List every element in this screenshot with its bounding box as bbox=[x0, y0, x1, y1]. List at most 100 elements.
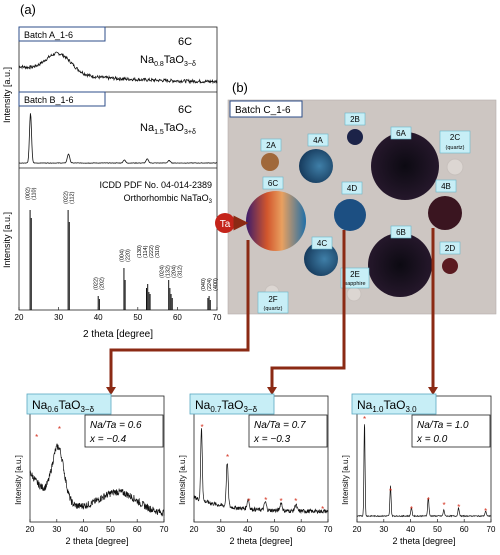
peak-marker: * bbox=[58, 425, 61, 434]
peak-marker: * bbox=[264, 496, 267, 505]
spot-label-2f: 2F bbox=[268, 295, 277, 304]
panel-a-xlabel: 2 theta [degree] bbox=[83, 329, 153, 340]
spot-label-4a: 4A bbox=[313, 136, 323, 145]
spot-label-2a: 2A bbox=[266, 141, 276, 150]
x-tick-label: 40 bbox=[94, 313, 103, 322]
spot-label-2f-sub: (quartz) bbox=[264, 306, 283, 312]
reference-line1: ICDD PDF No. 04-014-2389 bbox=[99, 180, 212, 190]
bottom-plot-2: Na0.7TaO3−δ Na/Ta = 0.7 x = −0.3 Intensi… bbox=[178, 394, 333, 546]
spot-label-2e: 2E bbox=[350, 270, 360, 279]
batch-a-sample: 6C bbox=[178, 36, 192, 48]
reference-peak-label: (110) bbox=[32, 187, 38, 200]
x-tick-label: 70 bbox=[160, 525, 169, 534]
reference-peak-label: (220) bbox=[125, 249, 131, 262]
x-tick-label: 30 bbox=[54, 313, 63, 322]
panel-a-label: (a) bbox=[20, 2, 36, 17]
peak-marker: * bbox=[280, 497, 283, 506]
bottom-2-ylabel: Intensity [a.u.] bbox=[178, 455, 187, 505]
bottom-2-x: x = −0.3 bbox=[253, 434, 291, 445]
spot-label-2c: 2C bbox=[450, 133, 460, 142]
spot-label-6a: 6A bbox=[396, 129, 406, 138]
peak-marker: * bbox=[35, 433, 38, 442]
reference-peak-label: (400) bbox=[213, 278, 219, 291]
x-tick-label: 20 bbox=[26, 525, 35, 534]
x-tick-label: 70 bbox=[487, 525, 496, 534]
peak-marker: * bbox=[410, 505, 413, 514]
spot-label-6c: 6C bbox=[268, 179, 278, 188]
x-tick-label: 30 bbox=[52, 525, 61, 534]
bottom-plot-1: Na0.6TaO3−δ Na/Ta = 0.6 x = −0.4 Intensi… bbox=[14, 394, 169, 546]
batch-b-tag-text: Batch B_1-6 bbox=[24, 95, 74, 105]
bottom-1-ratio: Na/Ta = 0.6 bbox=[90, 420, 142, 431]
reference-peak-label: (310) bbox=[155, 245, 161, 258]
peak-marker: * bbox=[363, 415, 366, 424]
spot-label-4b: 4B bbox=[441, 182, 451, 191]
spot-label-2c-sub: (quartz) bbox=[446, 145, 465, 151]
panel-a-ylabel-bottom: Intensity [a.u.] bbox=[2, 212, 12, 268]
spot-4a bbox=[299, 149, 333, 183]
spot-2a bbox=[261, 153, 279, 171]
spot-label-2d: 2D bbox=[445, 244, 455, 253]
batch-c-tag-text: Batch C_1-6 bbox=[235, 105, 291, 116]
spot-4d bbox=[334, 199, 366, 231]
spot-2c bbox=[447, 159, 463, 175]
x-tick-label: 70 bbox=[324, 525, 333, 534]
batch-a-tag-text: Batch A_1-6 bbox=[24, 30, 73, 40]
spot-label-4c: 4C bbox=[317, 239, 327, 248]
x-tick-label: 30 bbox=[216, 525, 225, 534]
peak-marker: * bbox=[484, 507, 487, 516]
spot-2e bbox=[347, 287, 361, 301]
bottom-2-xlabel: 2 theta [degree] bbox=[229, 536, 292, 546]
bottom-3-x: x = 0.0 bbox=[416, 434, 448, 445]
x-tick-label: 50 bbox=[270, 525, 279, 534]
panel-b-label: (b) bbox=[232, 80, 248, 95]
spot-2d bbox=[442, 258, 458, 274]
x-tick-label: 30 bbox=[379, 525, 388, 534]
x-tick-label: 60 bbox=[173, 313, 182, 322]
x-tick-label: 20 bbox=[15, 313, 24, 322]
x-tick-label: 60 bbox=[460, 525, 469, 534]
bottom-3-ylabel: Intensity [a.u.] bbox=[341, 455, 350, 505]
x-tick-label: 40 bbox=[243, 525, 252, 534]
x-tick-label: 50 bbox=[433, 525, 442, 534]
spot-4b bbox=[428, 196, 462, 230]
x-tick-label: 40 bbox=[79, 525, 88, 534]
spot-label-6b: 6B bbox=[396, 228, 406, 237]
spot-6a bbox=[371, 132, 439, 200]
spot-label-4d: 4D bbox=[347, 184, 357, 193]
reference-peak-label: (312) bbox=[177, 265, 183, 278]
x-tick-label: 70 bbox=[213, 313, 222, 322]
reference-peak-label: (112) bbox=[70, 191, 76, 204]
peak-marker: * bbox=[200, 423, 203, 432]
bottom-1-ylabel: Intensity [a.u.] bbox=[14, 455, 23, 505]
spot-label-2b: 2B bbox=[350, 115, 360, 124]
bottom-plot-3: Na1.0TaO3.0 Na/Ta = 1.0 x = 0.0 Intensit… bbox=[341, 394, 496, 546]
x-tick-label: 40 bbox=[406, 525, 415, 534]
peak-marker: * bbox=[427, 496, 430, 505]
bottom-3-xlabel: 2 theta [degree] bbox=[392, 536, 455, 546]
x-tick-label: 20 bbox=[353, 525, 362, 534]
batch-b-sample: 6C bbox=[178, 104, 192, 116]
peak-marker: * bbox=[321, 505, 324, 514]
peak-marker: * bbox=[457, 503, 460, 512]
bottom-1-xlabel: 2 theta [degree] bbox=[65, 536, 128, 546]
peak-marker: * bbox=[389, 487, 392, 496]
spot-6c bbox=[246, 191, 306, 251]
spot-2b bbox=[347, 129, 363, 145]
reference-peak-label: (202) bbox=[100, 277, 106, 290]
ta-source-label: Ta bbox=[220, 219, 231, 230]
x-tick-label: 60 bbox=[297, 525, 306, 534]
x-tick-label: 50 bbox=[106, 525, 115, 534]
x-tick-label: 20 bbox=[190, 525, 199, 534]
bottom-1-x: x = −0.4 bbox=[89, 434, 127, 445]
peak-marker: * bbox=[443, 501, 446, 510]
bottom-2-ratio: Na/Ta = 0.7 bbox=[254, 420, 306, 431]
peak-marker: * bbox=[294, 497, 297, 506]
peak-marker: * bbox=[247, 497, 250, 506]
x-tick-label: 60 bbox=[133, 525, 142, 534]
peak-marker: * bbox=[226, 453, 229, 462]
x-tick-label: 50 bbox=[133, 313, 142, 322]
panel-a-ylabel-top: Intensity [a.u.] bbox=[2, 67, 12, 123]
spot-label-2e-sub: sapphire bbox=[344, 281, 365, 287]
